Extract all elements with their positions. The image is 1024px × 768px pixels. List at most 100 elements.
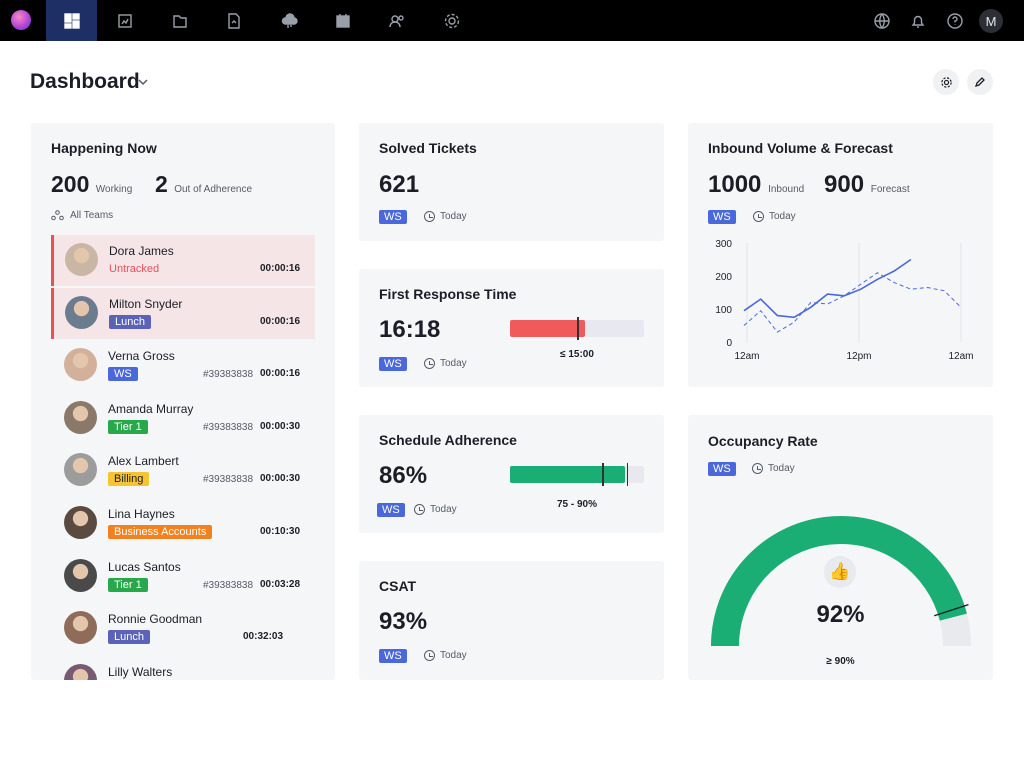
inbound-volume-card: Inbound Volume & Forecast 1000 Inbound 9… bbox=[688, 123, 993, 387]
agent-row[interactable]: Lucas Santos Tier 1 #39383838 00:03:28 bbox=[51, 551, 315, 602]
card-title: Occupancy Rate bbox=[708, 433, 818, 449]
nav-cloud-icon[interactable] bbox=[264, 0, 314, 41]
adherence-target: 75 - 90% bbox=[556, 499, 598, 510]
period-label: Today bbox=[424, 211, 467, 222]
teams-label: All Teams bbox=[70, 210, 114, 221]
bell-icon[interactable] bbox=[893, 0, 943, 41]
inbound-series-line bbox=[743, 258, 912, 319]
agent-row[interactable]: Ronnie Goodman Lunch 00:32:03 bbox=[51, 603, 315, 654]
period-label: Today bbox=[424, 358, 467, 369]
agent-row[interactable]: Alex Lambert Billing #39383838 00:00:30 bbox=[51, 445, 315, 496]
app-logo-icon[interactable] bbox=[11, 10, 31, 30]
y-tick-label: 200 bbox=[715, 272, 732, 283]
forecast-series-line bbox=[743, 272, 962, 333]
agent-status-badge: Untracked bbox=[109, 263, 160, 275]
agent-status-badge: Business Accounts bbox=[108, 525, 213, 539]
edit-dashboard-button[interactable] bbox=[967, 69, 993, 95]
teams-icon bbox=[51, 210, 64, 221]
globe-icon[interactable] bbox=[857, 0, 907, 41]
agent-avatar bbox=[64, 400, 97, 434]
gauge-target-marker bbox=[934, 603, 969, 617]
agent-ticket-id: #39383838 bbox=[203, 369, 254, 381]
period-text: Today bbox=[440, 211, 467, 222]
agent-timer: 00:10:30 bbox=[260, 526, 301, 537]
agent-avatar bbox=[64, 506, 97, 539]
period-text: Today bbox=[769, 211, 796, 222]
inbound-label: Inbound bbox=[768, 184, 805, 195]
occupancy-value: 92% bbox=[816, 601, 865, 628]
agent-avatar bbox=[64, 453, 97, 487]
top-navigation-bar: M bbox=[0, 0, 1024, 41]
inbound-value: 1000 bbox=[708, 171, 762, 198]
agent-timer: 00:00:16 bbox=[260, 263, 301, 274]
solved-tickets-card: Solved Tickets 621 WS Today bbox=[359, 123, 664, 241]
agent-row[interactable]: Lilly Walters bbox=[51, 656, 315, 680]
period-label: Today bbox=[424, 650, 467, 661]
agent-avatar bbox=[65, 295, 98, 329]
agent-timer: 00:00:30 bbox=[260, 420, 301, 432]
clock-icon bbox=[424, 358, 435, 369]
period-text: Today bbox=[440, 358, 467, 369]
agent-status-badge: WS bbox=[108, 367, 138, 382]
page-title: Dashboard bbox=[30, 70, 140, 93]
card-title: CSAT bbox=[379, 578, 417, 594]
agent-row[interactable]: Dora James Untracked 00:00:16 bbox=[51, 235, 315, 286]
adherence-progress-track bbox=[510, 463, 644, 486]
period-text: Today bbox=[768, 463, 795, 474]
card-title: First Response Time bbox=[379, 286, 517, 302]
agent-timer: 00:00:16 bbox=[260, 315, 301, 327]
csat-card: CSAT 93% WS Today bbox=[359, 561, 664, 680]
y-tick-label: 300 bbox=[715, 239, 732, 250]
card-title: Happening Now bbox=[51, 140, 157, 156]
ws-badge: WS bbox=[708, 462, 736, 476]
nav-team-icon[interactable] bbox=[372, 0, 422, 41]
dashboard-settings-button[interactable] bbox=[933, 69, 959, 95]
agent-avatar bbox=[65, 243, 98, 276]
clock-icon bbox=[424, 211, 435, 222]
agent-avatar bbox=[64, 558, 97, 592]
agent-row[interactable]: Lina Haynes Business Accounts 00:10:30 bbox=[51, 498, 315, 549]
y-tick-label: 100 bbox=[715, 305, 732, 316]
nav-dashboard-icon[interactable] bbox=[46, 0, 97, 41]
agent-timer: 00:32:03 bbox=[243, 631, 284, 643]
adherence-progress-fill bbox=[510, 466, 626, 483]
ws-badge: WS bbox=[708, 210, 736, 224]
agent-ticket-id: #39383838 bbox=[203, 579, 254, 591]
occupancy-rate-card: Occupancy Rate WS Today 👍 92% ≥ 90% bbox=[688, 415, 993, 680]
x-tick-label: 12pm bbox=[846, 351, 871, 362]
working-stat: 200 Working bbox=[51, 171, 132, 198]
ws-badge: WS bbox=[379, 649, 407, 663]
help-icon[interactable] bbox=[930, 0, 980, 41]
agent-row[interactable]: Verna Gross WS #39383838 00:00:16 bbox=[51, 340, 315, 391]
agent-ticket-id: #39383838 bbox=[203, 474, 254, 486]
frt-progress-fill bbox=[510, 320, 586, 337]
forecast-stat: 900 Forecast bbox=[824, 171, 910, 199]
agent-row[interactable]: Milton Snyder Lunch 00:00:16 bbox=[51, 287, 315, 339]
agent-timer: 00:03:28 bbox=[260, 578, 301, 590]
clock-icon bbox=[414, 504, 425, 515]
nav-settings-icon[interactable] bbox=[427, 0, 477, 41]
team-filter[interactable]: All Teams bbox=[51, 210, 113, 221]
working-count: 200 bbox=[51, 171, 90, 197]
gauge-fill bbox=[711, 516, 967, 647]
inbound-stat: 1000 Inbound bbox=[708, 171, 804, 199]
agent-name: Dora James bbox=[109, 244, 174, 258]
ws-badge: WS bbox=[379, 210, 407, 224]
nav-reports-icon[interactable] bbox=[100, 0, 150, 41]
period-label: Today bbox=[414, 504, 457, 515]
agent-name: Verna Gross bbox=[108, 349, 175, 364]
first-response-time-card: First Response Time 16:18 ≤ 15:00 WS Tod… bbox=[359, 269, 664, 387]
inbound-line-chart: 0 100 200 300 12am 12pm 12am bbox=[715, 239, 973, 362]
nav-document-icon[interactable] bbox=[209, 0, 259, 41]
agent-status-badge: Lunch bbox=[109, 314, 151, 329]
nav-calendar-icon[interactable] bbox=[318, 0, 368, 41]
gear-icon bbox=[940, 76, 952, 88]
agent-row[interactable]: Amanda Murray Tier 1 #39383838 00:00:30 bbox=[51, 393, 315, 444]
user-avatar[interactable]: M bbox=[979, 9, 1003, 33]
working-label: Working bbox=[95, 184, 133, 195]
chevron-down-icon[interactable] bbox=[137, 76, 149, 88]
nav-folder-icon[interactable] bbox=[155, 0, 205, 41]
clock-icon bbox=[753, 211, 764, 222]
agent-avatar bbox=[64, 611, 97, 645]
frt-target: ≤ 15:00 bbox=[560, 349, 594, 360]
